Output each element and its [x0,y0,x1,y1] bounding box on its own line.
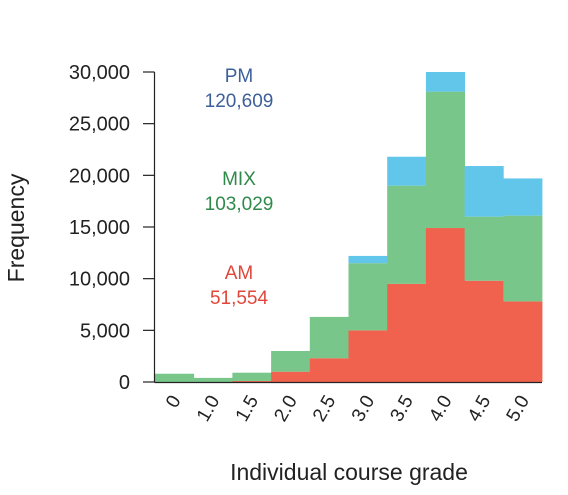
annotation-pm-label: PM [225,66,254,87]
bars-layer [155,72,543,382]
x-axis: 0 1.0 1.5 2.0 2.5 3.0 3.5 4.0 4.5 5.0 [154,381,542,425]
x-tick-label: 3.5 [387,392,418,425]
x-tick-label: 1.5 [232,392,263,425]
bar-am-9 [503,301,543,382]
bar-am-7 [425,228,465,382]
annotation-am-total: 51,554 [210,288,269,309]
x-tick-label: 5.0 [503,392,534,425]
bar-am-4 [309,358,349,382]
bar-mix-5 [348,263,388,331]
bar-mix-4 [309,316,349,359]
bar-am-2 [232,380,272,382]
x-tick-label: 0 [162,392,185,412]
x-tick-label: 2.0 [270,392,301,425]
annotations-layer: PM 120,609 MIX 103,029 AM 51,554 [205,66,274,309]
bar-am-5 [348,330,388,382]
y-tick-label: 5,000 [80,320,130,342]
annotation-mix-total: 103,029 [205,194,274,215]
y-axis-label: Frequency [3,173,29,282]
bar-mix-2 [232,372,272,381]
x-tick-label: 3.0 [348,392,379,425]
x-tick-label: 2.5 [309,392,340,425]
annotation-am-label: AM [225,263,254,284]
bar-mix-0 [155,373,195,382]
y-tick-label: 0 [119,372,130,394]
bar-pm-8 [464,166,504,217]
bar-am-8 [464,280,504,382]
bar-mix-6 [387,185,427,284]
y-tick-label: 25,000 [69,114,130,136]
annotation-mix-label: MIX [222,169,256,190]
bar-mix-7 [425,91,465,229]
y-tick-label: 15,000 [69,217,130,239]
bar-mix-1 [193,377,233,382]
x-tick-label: 4.5 [464,392,495,425]
y-axis: 0 5,000 10,000 15,000 20,000 25,000 30,000 [69,62,156,394]
y-tick-label: 10,000 [69,269,130,291]
bar-pm-9 [503,178,543,216]
annotation-pm-total: 120,609 [205,91,274,112]
x-tick-label: 4.0 [425,392,456,425]
bar-pm-6 [387,156,427,186]
bar-pm-5 [348,255,388,264]
bar-am-3 [271,371,311,382]
x-tick-label: 1.0 [193,392,224,425]
bar-mix-8 [464,216,504,281]
bar-am-6 [387,283,427,382]
x-axis-label: Individual course grade [230,459,468,485]
y-tick-label: 20,000 [69,165,130,187]
bar-mix-9 [503,215,543,302]
y-tick-label: 30,000 [69,62,130,84]
bar-mix-3 [271,351,311,372]
bar-pm-7 [425,72,465,92]
